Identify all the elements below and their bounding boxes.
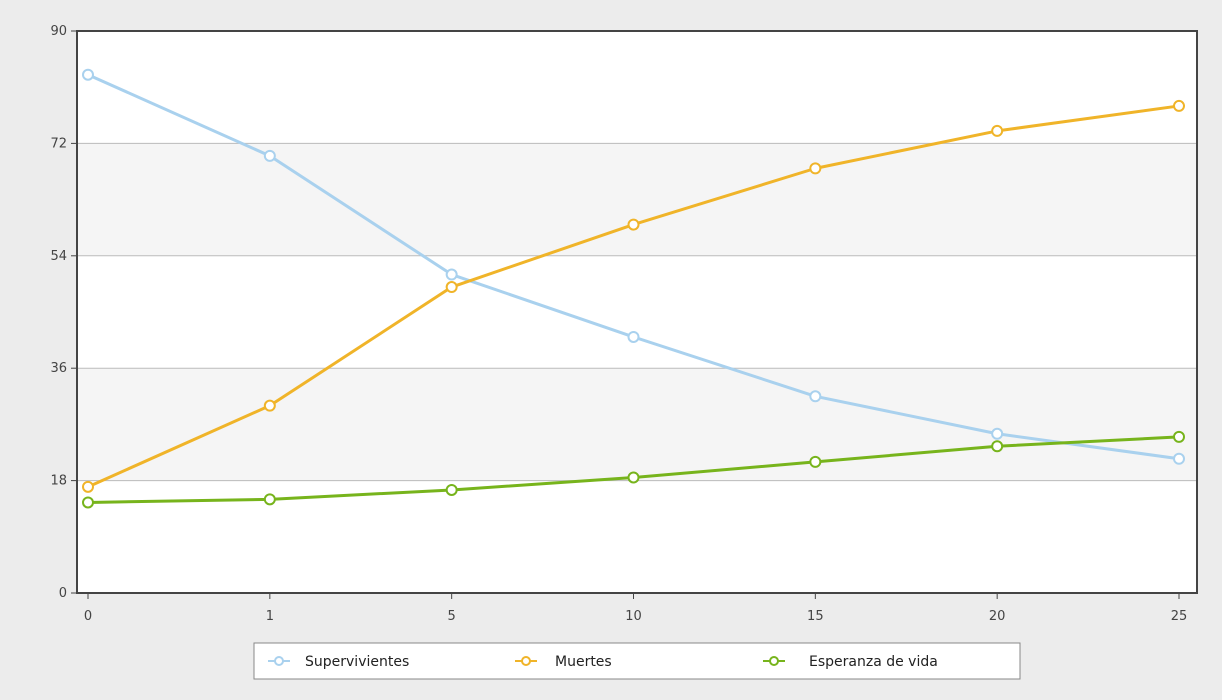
x-tick-label-10: 10 [625,609,642,624]
point-esperanza-de-vida-1[interactable] [263,493,276,506]
x-tick-label-0: 0 [84,609,92,624]
legend-box [253,642,1021,680]
y-tick-label-36: 36 [50,361,67,376]
point-muertes-25[interactable] [1173,99,1185,112]
point-esperanza-de-vida-10[interactable] [627,471,640,484]
y-tick-label-18: 18 [50,474,67,489]
legend-marker-dot-esperanza-de-vida[interactable] [769,656,779,666]
point-supervivientes-10[interactable] [627,330,640,343]
y-axis: 0 18 36 54 72 90 [50,24,77,601]
point-muertes-1[interactable] [263,399,276,412]
legend: Supervivientes Muertes Esperanza de vida [253,642,1021,680]
band-18 [77,368,1197,481]
legend-marker-dot-muertes[interactable] [521,656,531,666]
y-tick-label-0: 0 [59,586,67,601]
legend-label-esperanza-de-vida[interactable]: Esperanza de vida [809,654,938,670]
band-54 [77,143,1197,256]
legend-label-supervivientes[interactable]: Supervivientes [305,654,409,670]
y-tick-label-72: 72 [50,136,67,151]
point-supervivientes-25[interactable] [1173,452,1185,465]
legend-marker-dot-supervivientes[interactable] [274,656,284,666]
point-muertes-10[interactable] [627,218,640,231]
point-esperanza-de-vida-5[interactable] [445,483,458,496]
point-muertes-0[interactable] [82,480,94,493]
plot-border [76,30,1198,594]
y-tick-label-54: 54 [50,249,67,264]
y-tick-label-90: 90 [50,24,67,39]
x-tick-label-15: 15 [807,609,824,624]
x-tick-label-1: 1 [266,609,274,624]
series-points [82,68,1185,509]
point-esperanza-de-vida-0[interactable] [82,496,94,509]
alternating-bands [77,143,1197,481]
point-muertes-15[interactable] [809,162,822,175]
plot-area [77,31,1197,593]
legend-label-muertes[interactable]: Muertes [555,654,612,670]
point-supervivientes-20[interactable] [991,427,1004,440]
point-esperanza-de-vida-20[interactable] [991,440,1004,453]
point-muertes-5[interactable] [445,281,458,294]
x-axis: 0 1 5 10 15 20 25 [84,593,1187,624]
x-tick-label-25: 25 [1171,609,1188,624]
point-supervivientes-0[interactable] [82,68,94,81]
point-muertes-20[interactable] [991,124,1004,137]
x-tick-label-5: 5 [448,609,456,624]
x-tick-label-20: 20 [989,609,1006,624]
point-esperanza-de-vida-25[interactable] [1173,430,1185,443]
point-esperanza-de-vida-15[interactable] [809,455,822,468]
point-supervivientes-15[interactable] [809,390,822,403]
point-supervivientes-1[interactable] [263,149,276,162]
point-supervivientes-5[interactable] [445,268,458,281]
